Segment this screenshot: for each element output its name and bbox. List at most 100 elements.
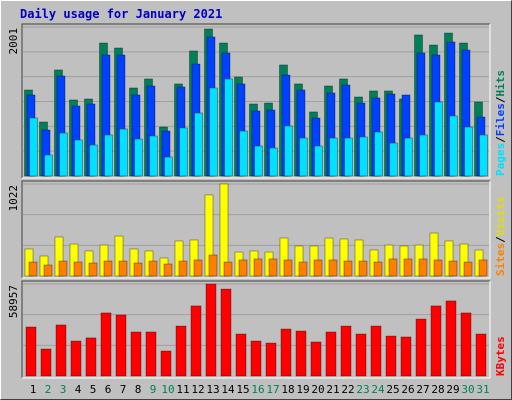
bar: [160, 350, 172, 377]
bar: [85, 337, 97, 377]
bar: [283, 259, 293, 277]
bar: [239, 130, 248, 177]
x-tick-label: 9: [150, 383, 157, 396]
x-tick-label: 11: [176, 383, 189, 396]
bar: [89, 144, 98, 177]
bar: [404, 137, 413, 177]
y-tick-label: 58957: [7, 285, 20, 318]
x-tick-label: 30: [461, 383, 474, 396]
plot-bevel-light: [22, 181, 491, 279]
bar: [445, 300, 457, 377]
x-tick-label: 5: [90, 383, 97, 396]
bar: [328, 259, 338, 277]
bar: [418, 258, 428, 277]
bar: [373, 261, 383, 277]
x-tick-label: 26: [401, 383, 414, 396]
bar: [358, 260, 368, 277]
bar: [190, 305, 202, 377]
bar: [104, 134, 113, 177]
bar: [175, 325, 187, 377]
x-tick-label: 6: [105, 383, 112, 396]
bar: [403, 258, 413, 277]
x-tick-label: 7: [120, 383, 127, 396]
legend: KBytes: [494, 336, 507, 376]
bar: [178, 260, 188, 277]
y-tick-label: 1022: [7, 185, 20, 212]
bar: [295, 330, 307, 377]
bar: [115, 314, 127, 377]
bar: [329, 137, 338, 177]
x-tick-label: 18: [281, 383, 294, 396]
bar: [284, 125, 293, 177]
bar: [479, 134, 488, 177]
legend-entry: Visits: [494, 197, 507, 237]
bar: [145, 331, 157, 377]
bar: [314, 145, 323, 177]
bar: [130, 331, 142, 377]
bar: [28, 261, 38, 277]
bar: [344, 137, 353, 177]
bar: [70, 340, 82, 377]
bar: [269, 147, 278, 177]
x-tick-label: 10: [161, 383, 174, 396]
x-tick-label: 3: [60, 383, 67, 396]
bar: [133, 262, 143, 277]
bar: [463, 261, 473, 277]
bar: [59, 132, 68, 177]
legend-separator: /: [494, 236, 507, 243]
bar: [73, 261, 83, 277]
bar: [313, 259, 323, 277]
x-tick-label: 16: [251, 383, 264, 396]
plot-bevel-light: [22, 24, 491, 179]
bar: [148, 260, 158, 277]
plot-bevel-dark: [21, 23, 490, 178]
legend-entry: KBytes: [494, 336, 507, 376]
legend-entry: Hits: [494, 70, 507, 97]
legend-entry: Files: [494, 103, 507, 136]
bar: [359, 136, 368, 177]
bar: [374, 131, 383, 177]
bar: [340, 325, 352, 377]
bar: [388, 258, 398, 277]
bar: [194, 112, 203, 177]
legend-separator: /: [494, 96, 507, 103]
bar: [43, 264, 53, 277]
bar: [343, 260, 353, 277]
bar: [88, 262, 98, 277]
bar: [299, 137, 308, 177]
bar: [400, 336, 412, 377]
x-tick-label: 23: [356, 383, 369, 396]
bar: [370, 325, 382, 377]
bar: [478, 259, 488, 277]
bar: [280, 328, 292, 377]
bar: [325, 331, 337, 377]
bar: [103, 260, 113, 277]
bar: [464, 126, 473, 177]
x-tick-label: 13: [206, 383, 219, 396]
bar: [385, 335, 397, 377]
bar: [179, 127, 188, 177]
bar: [419, 134, 428, 177]
bar: [193, 259, 203, 277]
bar: [25, 326, 37, 377]
bar: [224, 78, 233, 177]
x-tick-label: 20: [311, 383, 324, 396]
bar: [253, 258, 263, 277]
x-tick-label: 28: [431, 383, 444, 396]
bar: [310, 341, 322, 377]
x-tick-label: 27: [416, 383, 429, 396]
x-tick-label: 25: [386, 383, 399, 396]
bar: [448, 260, 458, 277]
bar: [209, 87, 218, 177]
bar: [460, 312, 472, 377]
chart-title: Daily usage for January 2021: [20, 7, 222, 21]
bar: [449, 115, 458, 177]
bar: [40, 348, 52, 377]
bar: [389, 142, 398, 177]
bar: [250, 340, 262, 377]
bar: [268, 258, 278, 277]
x-tick-label: 17: [266, 383, 279, 396]
bar: [475, 333, 487, 377]
bar: [58, 260, 68, 277]
